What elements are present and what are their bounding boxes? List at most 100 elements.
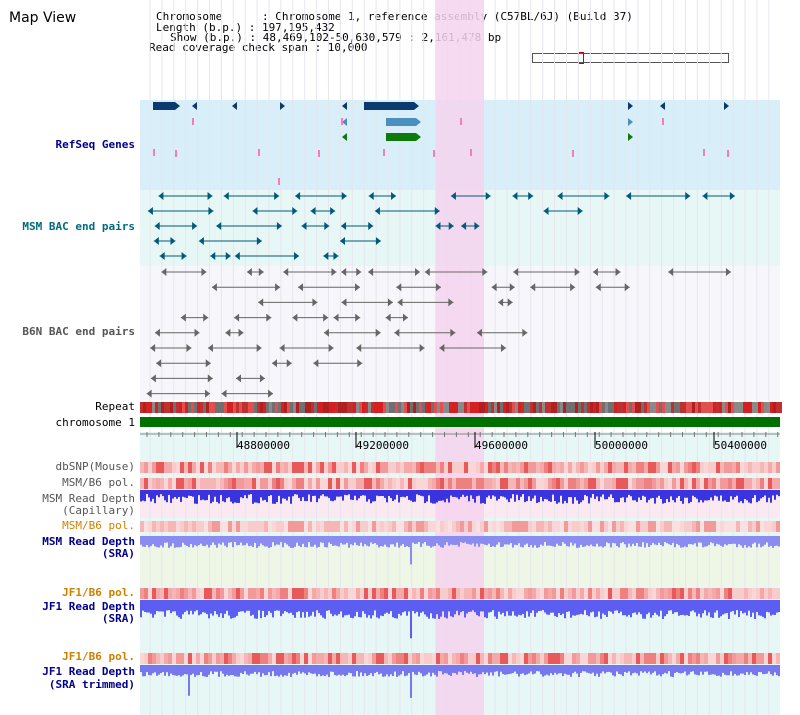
jf1-b6-pol-cell[interactable]	[360, 588, 364, 599]
msm-b6-pol-cell[interactable]	[740, 478, 744, 489]
msm-b6-pol-sra-cell[interactable]	[264, 521, 268, 532]
msm-depth-sra-bar[interactable]	[640, 536, 642, 547]
msm-depth-capillary-bar[interactable]	[260, 490, 262, 498]
jf1-depth-trimmed-bar[interactable]	[216, 665, 218, 672]
msm-b6-pol-cell[interactable]	[356, 478, 360, 489]
dbsnp-cell[interactable]	[716, 462, 720, 473]
repeat-bar[interactable]	[395, 402, 398, 413]
jf1-b6-pol-trimmed-cell[interactable]	[732, 653, 736, 664]
jf1-depth-trimmed-bar[interactable]	[408, 665, 410, 674]
msm-depth-capillary-bar[interactable]	[702, 490, 704, 503]
gene-tick[interactable]	[258, 149, 260, 156]
gene-tick[interactable]	[383, 149, 385, 156]
msm-b6-pol-sra-cell[interactable]	[652, 521, 656, 532]
jf1-b6-pol-trimmed-track-label[interactable]: JF1/B6 pol.	[62, 650, 135, 663]
msm-depth-capillary-bar[interactable]	[674, 490, 676, 503]
jf1-depth-sra-bar[interactable]	[742, 600, 744, 614]
jf1-depth-sra-bar[interactable]	[284, 600, 286, 612]
msm-depth-capillary-bar[interactable]	[778, 490, 780, 497]
jf1-b6-pol-trimmed-cell[interactable]	[564, 653, 568, 664]
repeat-bar[interactable]	[443, 402, 446, 413]
msm-b6-pol-cell[interactable]	[572, 478, 576, 489]
msm-bac-pair-end[interactable]	[323, 252, 329, 260]
dbsnp-cell[interactable]	[536, 462, 540, 473]
jf1-b6-pol-cell[interactable]	[488, 588, 492, 599]
msm-b6-pol-cell[interactable]	[352, 478, 356, 489]
msm-bac-pair-end[interactable]	[208, 207, 214, 215]
repeat-bar[interactable]	[683, 402, 686, 413]
msm-depth-sra-bar[interactable]	[774, 536, 776, 546]
msm-b6-pol-sra-cell[interactable]	[476, 521, 480, 532]
jf1-b6-pol-cell[interactable]	[416, 588, 420, 599]
jf1-depth-trimmed-bar[interactable]	[406, 665, 408, 676]
msm-depth-capillary-bar[interactable]	[390, 490, 392, 499]
jf1-b6-pol-trimmed-cell[interactable]	[316, 653, 320, 664]
repeat-bar[interactable]	[197, 402, 200, 413]
jf1-depth-trimmed-bar[interactable]	[400, 665, 402, 675]
jf1-depth-sra-bar[interactable]	[364, 600, 366, 614]
msm-depth-capillary-bar[interactable]	[604, 490, 606, 500]
repeat-bar[interactable]	[671, 402, 674, 413]
repeat-bar[interactable]	[266, 402, 269, 413]
jf1-depth-sra-bar[interactable]	[294, 600, 296, 618]
dbsnp-cell[interactable]	[384, 462, 388, 473]
msm-depth-capillary-bar[interactable]	[732, 490, 734, 500]
jf1-depth-sra-bar[interactable]	[254, 600, 256, 619]
repeat-bar[interactable]	[704, 402, 707, 413]
msm-depth-capillary-bar[interactable]	[514, 490, 516, 502]
dbsnp-cell[interactable]	[648, 462, 652, 473]
repeat-bar[interactable]	[173, 402, 176, 413]
msm-depth-capillary-bar[interactable]	[614, 490, 616, 503]
msm-depth-sra-bar[interactable]	[350, 536, 352, 545]
msm-depth-capillary-bar[interactable]	[362, 490, 364, 496]
jf1-depth-trimmed-bar[interactable]	[656, 665, 658, 676]
msm-bac-pair-end[interactable]	[295, 192, 301, 200]
msm-b6-pol-cell[interactable]	[156, 478, 160, 489]
msm-depth-capillary-bar[interactable]	[662, 490, 664, 504]
gene-block[interactable]	[386, 118, 416, 126]
dbsnp-track-label[interactable]: dbSNP(Mouse)	[55, 460, 135, 473]
msm-depth-capillary-bar[interactable]	[350, 490, 352, 500]
msm-bac-pair-end[interactable]	[310, 207, 316, 215]
msm-depth-sra-bar[interactable]	[344, 536, 346, 545]
dbsnp-cell[interactable]	[712, 462, 716, 473]
jf1-depth-sra-bar[interactable]	[184, 600, 186, 612]
jf1-depth-trimmed-bar[interactable]	[472, 665, 474, 674]
jf1-depth-trimmed-bar[interactable]	[666, 665, 668, 674]
msm-depth-capillary-bar[interactable]	[718, 490, 720, 501]
jf1-b6-pol-cell[interactable]	[272, 588, 276, 599]
jf1-depth-sra-bar[interactable]	[578, 600, 580, 615]
repeat-bar[interactable]	[191, 402, 194, 413]
jf1-depth-sra-bar[interactable]	[394, 600, 396, 619]
jf1-depth-trimmed-bar[interactable]	[342, 665, 344, 675]
jf1-depth-sra-bar[interactable]	[354, 600, 356, 617]
jf1-b6-pol-trimmed-cell[interactable]	[152, 653, 156, 664]
jf1-depth-sra-bar[interactable]	[218, 600, 220, 617]
msm-depth-capillary-bar[interactable]	[144, 490, 146, 502]
msm-b6-pol-cell[interactable]	[576, 478, 580, 489]
msm-depth-capillary-bar[interactable]	[320, 490, 322, 496]
repeat-bar[interactable]	[179, 402, 182, 413]
b6n-bac-pair-end[interactable]	[387, 298, 393, 307]
msm-depth-sra-bar[interactable]	[250, 536, 252, 546]
jf1-depth-sra-bar[interactable]	[542, 600, 544, 611]
msm-depth-capillary-bar[interactable]	[704, 490, 706, 501]
jf1-depth-trimmed-bar[interactable]	[544, 665, 546, 676]
jf1-depth-sra-bar[interactable]	[156, 600, 158, 611]
dbsnp-cell[interactable]	[660, 462, 664, 473]
msm-depth-capillary-bar[interactable]	[552, 490, 554, 495]
msm-depth-sra-bar[interactable]	[372, 536, 374, 544]
msm-depth-capillary-bar[interactable]	[568, 490, 570, 498]
msm-b6-pol-sra-cell[interactable]	[564, 521, 568, 532]
msm-depth-sra-bar[interactable]	[354, 536, 356, 543]
msm-depth-sra-bar[interactable]	[754, 536, 756, 543]
msm-depth-sra-bar[interactable]	[586, 536, 588, 546]
jf1-depth-sra-bar[interactable]	[638, 600, 640, 613]
msm-depth-sra-bar[interactable]	[186, 536, 188, 546]
jf1-depth-sra-bar[interactable]	[736, 600, 738, 611]
jf1-b6-pol-cell[interactable]	[332, 588, 336, 599]
jf1-depth-sra-bar[interactable]	[340, 600, 342, 612]
msm-depth-sra-bar[interactable]	[298, 536, 300, 546]
jf1-depth-trimmed-bar[interactable]	[180, 665, 182, 677]
jf1-depth-sra-bar[interactable]	[478, 600, 480, 617]
